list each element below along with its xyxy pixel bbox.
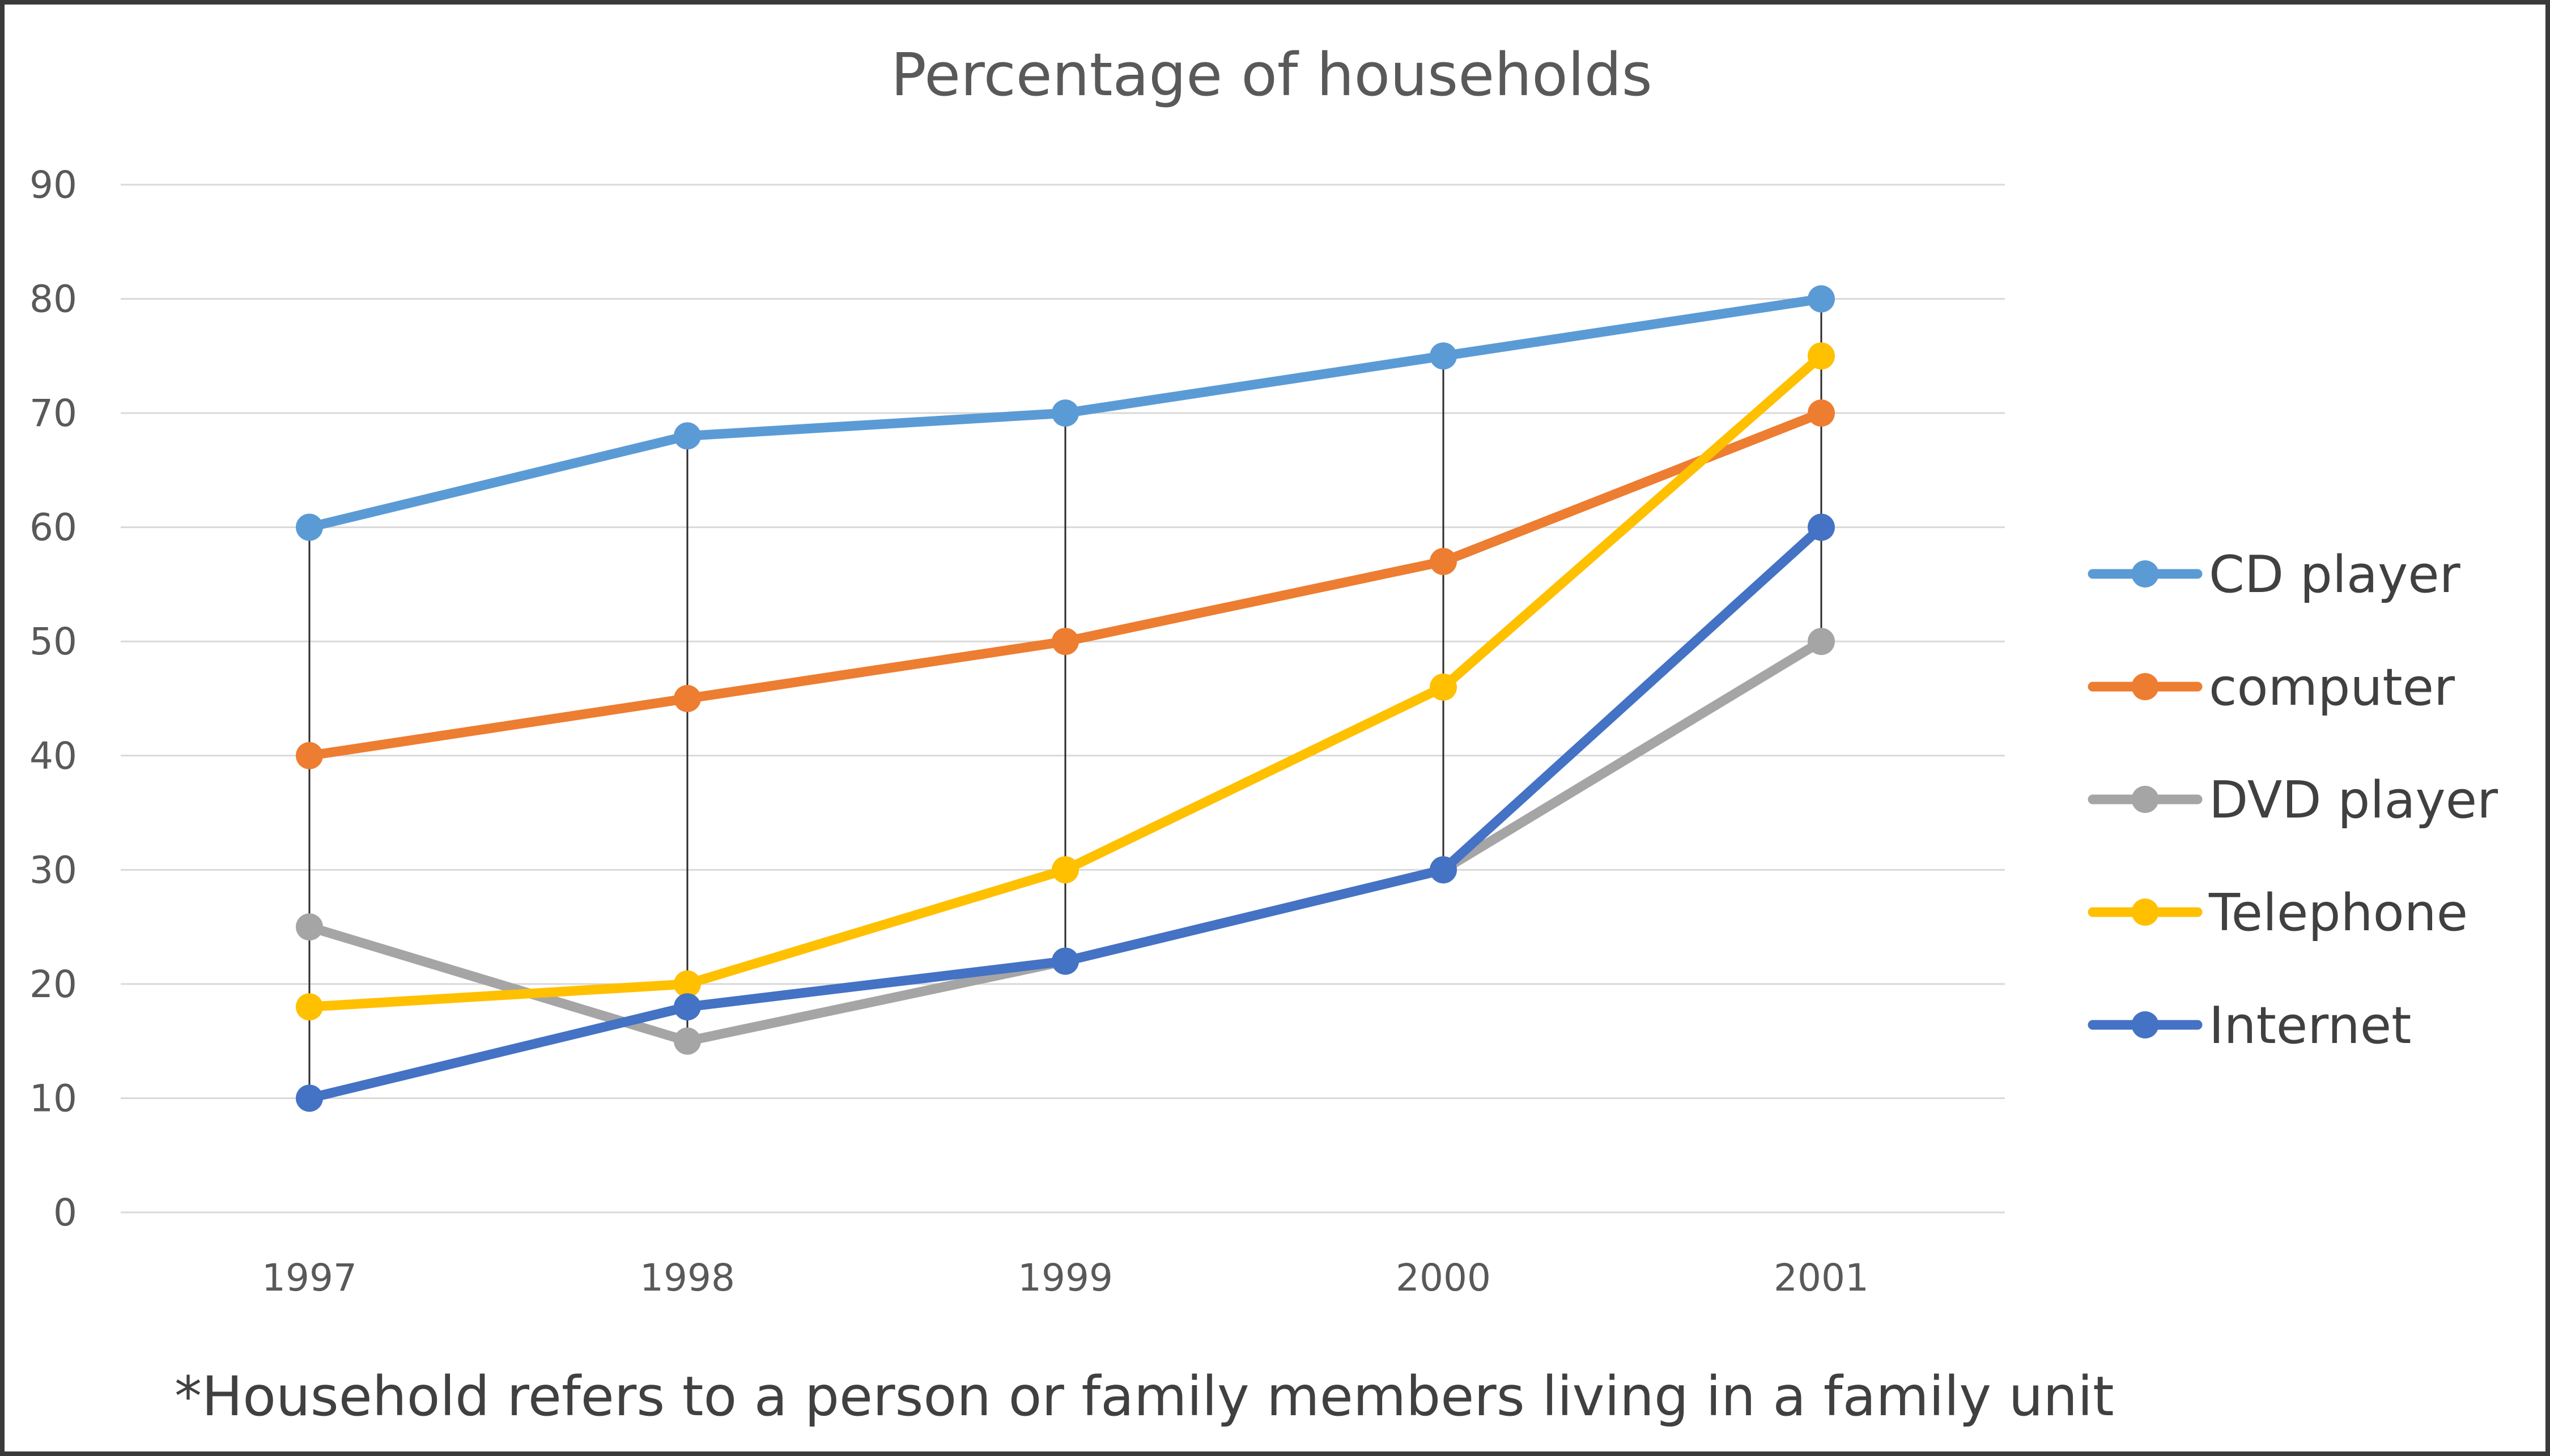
y-tick-label-30: 30 (29, 848, 77, 892)
x-axis-tick-labels: 1997 1998 1999 2000 2001 (262, 1256, 1869, 1300)
series-markers (296, 285, 1835, 1112)
legend-label-cd-player: CD player (2209, 545, 2460, 604)
legend-swatch-marker-dvd-player (2131, 786, 2159, 813)
point-internet-1998 (674, 993, 701, 1021)
point-cd-player-1999 (1052, 399, 1079, 427)
legend-label-telephone: Telephone (2208, 883, 2468, 943)
point-computer-2000 (1430, 548, 1457, 576)
point-telephone-1998 (674, 970, 701, 998)
legend-label-internet: Internet (2209, 996, 2411, 1055)
chart-title: Percentage of households (891, 40, 1652, 109)
legend: CD player computer DVD player Telephone Inte… (2088, 545, 2498, 1055)
x-tick-label-2001: 2001 (1774, 1256, 1869, 1300)
point-cd-player-2000 (1430, 342, 1457, 370)
y-tick-label-90: 90 (29, 163, 77, 207)
legend-item-computer: computer (2088, 658, 2455, 717)
point-cd-player-2001 (1808, 285, 1835, 313)
y-tick-label-0: 0 (53, 1191, 77, 1234)
point-dvd-player-2001 (1808, 628, 1835, 655)
point-telephone-2001 (1808, 342, 1835, 370)
point-dvd-player-1998 (674, 1027, 701, 1055)
point-dvd-player-1997 (296, 913, 323, 941)
legend-item-telephone: Telephone (2088, 883, 2468, 943)
y-axis-tick-labels: 0 10 20 30 40 50 60 70 80 90 (29, 163, 77, 1234)
y-tick-label-50: 50 (29, 620, 77, 663)
point-computer-1998 (674, 685, 701, 712)
y-tick-label-10: 10 (29, 1076, 77, 1120)
legend-item-dvd-player: DVD player (2088, 770, 2498, 830)
point-computer-1999 (1052, 628, 1079, 655)
point-cd-player-1998 (674, 422, 701, 450)
legend-swatch-marker-computer (2131, 673, 2159, 700)
point-internet-2000 (1430, 856, 1457, 884)
point-telephone-1997 (296, 993, 323, 1021)
legend-label-computer: computer (2209, 658, 2455, 717)
legend-item-internet: Internet (2088, 996, 2411, 1055)
x-tick-label-1997: 1997 (262, 1256, 357, 1300)
point-cd-player-1997 (296, 513, 323, 541)
x-tick-label-1998: 1998 (640, 1256, 735, 1300)
legend-swatch-marker-internet (2131, 1011, 2159, 1038)
point-internet-2001 (1808, 513, 1835, 541)
y-tick-label-70: 70 (29, 391, 77, 435)
point-computer-2001 (1808, 399, 1835, 427)
y-tick-label-20: 20 (29, 963, 77, 1006)
y-tick-label-60: 60 (29, 506, 77, 550)
footnote: *Household refers to a person or family … (175, 1365, 2114, 1428)
x-tick-label-2000: 2000 (1396, 1256, 1491, 1300)
point-computer-1997 (296, 742, 323, 769)
point-telephone-1999 (1052, 856, 1079, 884)
x-tick-label-1999: 1999 (1018, 1256, 1113, 1300)
legend-swatch-marker-telephone (2131, 899, 2159, 926)
point-internet-1997 (296, 1084, 323, 1112)
line-chart: Percentage of households 0 10 20 30 40 50 60 70… (29, 40, 2498, 1428)
y-tick-label-40: 40 (29, 734, 77, 778)
legend-item-cd-player: CD player (2088, 545, 2460, 604)
legend-swatch-marker-cd-player (2131, 560, 2159, 587)
legend-label-dvd-player: DVD player (2209, 770, 2498, 830)
point-telephone-2000 (1430, 673, 1457, 701)
y-tick-label-80: 80 (29, 278, 77, 321)
point-internet-1999 (1052, 947, 1079, 975)
